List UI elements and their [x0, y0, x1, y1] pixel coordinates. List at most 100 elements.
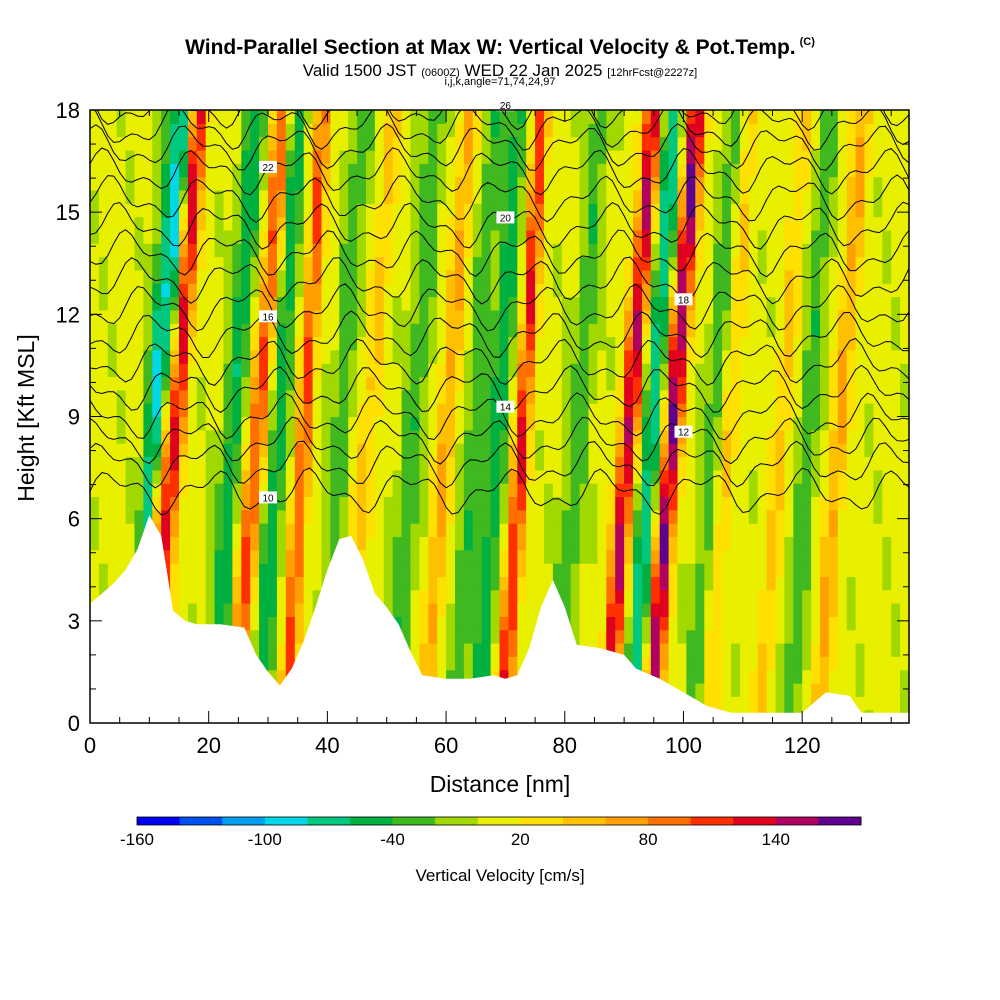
velocity-cell: [499, 456, 509, 471]
velocity-cell: [410, 429, 420, 444]
velocity-cell: [784, 456, 794, 471]
velocity-cell: [152, 323, 162, 338]
velocity-cell: [526, 496, 536, 511]
velocity-cell: [811, 110, 821, 124]
velocity-cell: [374, 176, 385, 191]
velocity-cell: [152, 483, 162, 497]
velocity-cell: [205, 283, 216, 298]
velocity-cell: [570, 389, 581, 404]
velocity-cell: [410, 269, 420, 284]
velocity-cell: [722, 136, 732, 151]
velocity-cell: [294, 643, 305, 657]
velocity-cell: [223, 336, 233, 351]
velocity-cell: [294, 576, 305, 591]
velocity-cell: [383, 496, 394, 511]
velocity-cell: [205, 403, 216, 418]
velocity-cell: [428, 110, 438, 124]
velocity-cell: [891, 269, 901, 284]
velocity-cell: [579, 216, 590, 231]
velocity-cell: [552, 163, 563, 178]
velocity-cell: [757, 150, 768, 164]
velocity-cell: [161, 509, 171, 524]
velocity-cell: [677, 683, 687, 697]
velocity-cell: [784, 243, 794, 258]
velocity-cell: [250, 269, 260, 284]
velocity-cell: [517, 190, 527, 204]
velocity-cell: [392, 536, 403, 551]
velocity-cell: [392, 229, 403, 244]
velocity-cell: [366, 483, 376, 497]
velocity-cell: [793, 509, 803, 524]
velocity-cell: [891, 669, 901, 684]
velocity-cell: [579, 323, 590, 338]
velocity-cell: [214, 136, 225, 151]
velocity-cell: [517, 336, 527, 351]
velocity-cell: [535, 416, 545, 431]
velocity-cell: [802, 363, 812, 378]
velocity-cell: [125, 416, 136, 431]
velocity-cell: [374, 389, 385, 404]
velocity-cell: [250, 403, 260, 418]
velocity-cell: [179, 110, 189, 124]
velocity-cell: [472, 669, 483, 684]
velocity-cell: [704, 576, 714, 591]
velocity-cell: [659, 496, 670, 511]
velocity-cell: [499, 190, 509, 204]
velocity-cell: [552, 389, 563, 404]
velocity-cell: [401, 603, 412, 617]
velocity-cell: [597, 603, 607, 617]
velocity-cell: [321, 176, 331, 191]
velocity-cell: [561, 283, 572, 298]
velocity-cell: [179, 603, 189, 617]
velocity-cell: [633, 283, 643, 298]
velocity-cell: [428, 363, 438, 378]
velocity-cell: [98, 163, 109, 178]
velocity-cell: [641, 469, 652, 484]
velocity-cell: [695, 496, 705, 511]
velocity-cell: [864, 136, 874, 151]
velocity-cell: [650, 563, 661, 577]
velocity-cell: [152, 336, 162, 351]
velocity-cell: [366, 469, 376, 484]
velocity-cell: [802, 376, 812, 391]
velocity-cell: [641, 176, 652, 191]
colorbar-label: Vertical Velocity [cm/s]: [415, 866, 584, 885]
velocity-cell: [250, 323, 260, 338]
velocity-cell: [481, 576, 492, 591]
velocity-cell: [588, 336, 598, 351]
velocity-cell: [802, 656, 812, 671]
velocity-cell: [116, 563, 127, 577]
velocity-cell: [312, 110, 323, 124]
velocity-cell: [588, 403, 598, 418]
velocity-cell: [668, 296, 679, 311]
velocity-cell: [775, 229, 785, 244]
velocity-cell: [179, 549, 189, 564]
velocity-cell: [686, 203, 696, 218]
velocity-cell: [686, 163, 696, 178]
velocity-cell: [606, 110, 616, 124]
velocity-cell: [214, 469, 225, 484]
velocity-cell: [205, 443, 216, 458]
velocity-cell: [348, 443, 358, 458]
velocity-cell: [517, 283, 527, 298]
velocity-cell: [98, 136, 109, 151]
velocity-cell: [357, 176, 367, 191]
velocity-cell: [499, 669, 509, 684]
velocity-cell: [695, 469, 705, 484]
velocity-cell: [268, 643, 278, 657]
velocity-cell: [811, 549, 821, 564]
theta-label: 18: [674, 293, 693, 306]
velocity-cell: [170, 110, 180, 124]
velocity-cell: [650, 389, 661, 404]
velocity-cell: [686, 243, 696, 258]
velocity-cell: [891, 456, 901, 471]
velocity-cell: [116, 163, 127, 178]
velocity-cell: [820, 256, 830, 271]
velocity-cell: [446, 349, 456, 364]
velocity-cell: [686, 549, 696, 564]
velocity-cell: [214, 483, 225, 497]
velocity-cell: [793, 150, 803, 164]
velocity-cell: [187, 269, 198, 284]
theta-label-text: 14: [500, 403, 512, 414]
velocity-cell: [597, 216, 607, 231]
